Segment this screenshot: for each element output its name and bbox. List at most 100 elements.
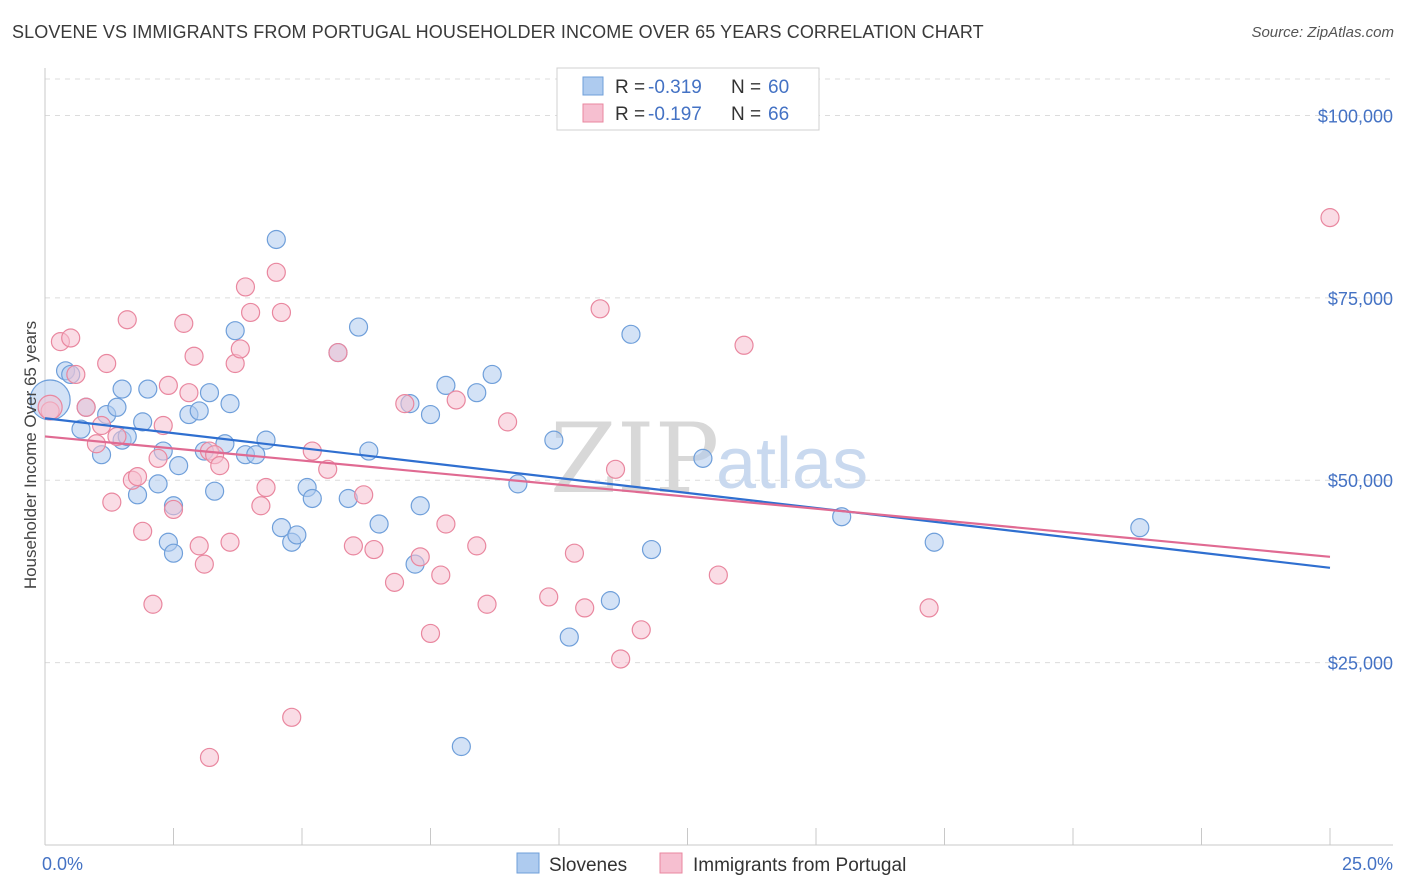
- point-slovenes-10: [112, 379, 132, 399]
- point-portugal-21: [184, 346, 204, 366]
- point-portugal-65: [37, 394, 63, 420]
- point-portugal-19: [174, 313, 194, 333]
- point-slovenes-43: [410, 496, 430, 516]
- point-slovenes-49: [508, 474, 528, 494]
- point-slovenes-44: [420, 404, 441, 425]
- point-slovenes-48: [482, 364, 502, 385]
- point-slovenes-47: [467, 383, 487, 403]
- point-portugal-3: [66, 364, 86, 385]
- point-slovenes-31: [271, 518, 292, 538]
- point-portugal-47: [431, 565, 451, 585]
- trend-line-portugal: [44, 435, 1331, 558]
- point-slovenes-35: [302, 488, 322, 509]
- point-portugal-42: [364, 539, 384, 560]
- point-portugal-27: [220, 532, 240, 552]
- point-slovenes-54: [641, 539, 662, 560]
- legend-r-label-1: R =: [615, 77, 645, 98]
- trend-line-slovenes: [44, 417, 1331, 569]
- point-portugal-49: [446, 390, 466, 410]
- point-slovenes-29: [256, 430, 276, 450]
- point-portugal-31: [241, 302, 261, 323]
- point-slovenes-9: [107, 397, 127, 417]
- y-tick-labels: $25,000 $50,000 $75,000 $100,000: [1318, 106, 1393, 673]
- point-portugal-55: [575, 598, 595, 618]
- point-portugal-32: [251, 496, 271, 516]
- point-portugal-61: [734, 335, 754, 355]
- point-slovenes-18: [169, 456, 189, 476]
- point-slovenes-52: [600, 591, 621, 611]
- point-slovenes-46: [451, 736, 471, 757]
- point-portugal-4: [76, 397, 96, 417]
- point-slovenes-38: [348, 317, 369, 337]
- chart-title: SLOVENE VS IMMIGRANTS FROM PORTUGAL HOUS…: [12, 22, 984, 42]
- point-portugal-36: [282, 707, 302, 727]
- point-portugal-54: [564, 543, 585, 563]
- point-portugal-48: [436, 514, 456, 534]
- point-slovenes-45: [436, 375, 456, 395]
- point-portugal-16: [153, 415, 173, 436]
- point-portugal-64: [199, 747, 220, 768]
- legend-n-value-2: 66: [768, 104, 789, 125]
- axes: [44, 68, 1393, 846]
- point-slovenes-58: [1130, 518, 1150, 538]
- point-portugal-41: [354, 485, 374, 505]
- legend-r-value-2: -0.197: [648, 104, 702, 125]
- point-portugal-13: [133, 521, 153, 541]
- x-tick-labels: 0.0% 25.0%: [42, 854, 1393, 874]
- legend-swatch-pink: [582, 103, 604, 123]
- y-tick-label-3: $100,000: [1318, 106, 1393, 126]
- point-slovenes-40: [369, 514, 389, 534]
- y-tick-label-2: $75,000: [1328, 289, 1393, 309]
- point-slovenes-33: [287, 525, 307, 545]
- point-portugal-62: [919, 598, 939, 618]
- trend-lines: [44, 417, 1331, 569]
- point-portugal-2: [61, 328, 81, 348]
- point-portugal-22: [189, 536, 209, 556]
- legend-n-label-2: N =: [731, 104, 761, 125]
- point-slovenes-20: [189, 401, 209, 421]
- point-portugal-58: [611, 649, 631, 669]
- point-portugal-52: [498, 412, 518, 432]
- point-portugal-20: [179, 383, 199, 403]
- point-slovenes-59: [163, 543, 184, 563]
- point-portugal-29: [230, 339, 250, 359]
- point-portugal-7: [97, 353, 117, 374]
- x-tick-label-0: 0.0%: [42, 854, 83, 874]
- point-portugal-45: [410, 547, 430, 567]
- point-portugal-23: [194, 554, 214, 574]
- point-portugal-15: [148, 448, 168, 468]
- point-portugal-56: [590, 299, 610, 319]
- point-portugal-18: [163, 499, 184, 520]
- series-portugal-points: [37, 208, 1340, 768]
- point-slovenes-12: [133, 412, 153, 432]
- point-slovenes-23: [205, 481, 225, 501]
- point-portugal-30: [235, 277, 256, 297]
- y-tick-label-1: $50,000: [1328, 471, 1393, 491]
- point-portugal-8: [102, 492, 122, 512]
- chart-source: Source: ZipAtlas.com: [1251, 24, 1394, 41]
- watermark-atlas: atlas: [716, 424, 868, 504]
- point-portugal-63: [1320, 208, 1340, 228]
- legend-r-label-2: R =: [615, 104, 645, 125]
- point-portugal-59: [631, 620, 651, 640]
- point-slovenes-57: [924, 532, 944, 552]
- point-portugal-46: [420, 623, 441, 644]
- point-slovenes-51: [559, 627, 579, 647]
- point-portugal-44: [395, 394, 415, 414]
- point-portugal-35: [271, 302, 292, 323]
- point-portugal-40: [343, 536, 363, 556]
- point-portugal-51: [477, 594, 497, 614]
- point-slovenes-13: [138, 379, 158, 399]
- point-portugal-53: [539, 587, 559, 607]
- point-slovenes-25: [220, 394, 240, 414]
- point-slovenes-53: [621, 324, 641, 344]
- point-portugal-50: [467, 536, 487, 556]
- point-portugal-57: [605, 459, 626, 479]
- bottom-legend-slovenes: Slovenes: [549, 855, 627, 876]
- legend-n-value-1: 60: [768, 77, 789, 98]
- point-portugal-43: [384, 572, 405, 592]
- point-portugal-38: [318, 459, 338, 479]
- series-legend: Slovenes Immigrants from Portugal: [516, 852, 906, 876]
- point-slovenes-3: [71, 419, 91, 439]
